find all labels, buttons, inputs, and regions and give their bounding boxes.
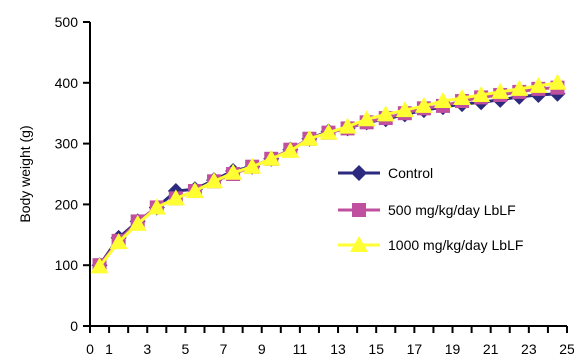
legend-swatch-marker (350, 236, 368, 252)
x-tick-label: 19 (445, 341, 461, 357)
y-tick-label: 100 (55, 257, 79, 273)
data-point (147, 198, 166, 215)
data-point (262, 149, 281, 166)
data-point (109, 233, 128, 250)
x-tick-label: 5 (182, 341, 190, 357)
legend-swatch-marker (351, 165, 367, 181)
data-point (90, 257, 109, 274)
y-tick-label: 400 (55, 75, 79, 91)
data-point (472, 85, 491, 102)
x-tick-label: 9 (258, 341, 266, 357)
data-point (395, 101, 414, 118)
x-tick-label: 21 (483, 341, 499, 357)
legend-item: 500 mg/kg/day LbLF (338, 202, 516, 218)
data-point (548, 73, 567, 90)
x-ticks: 0 1 3 5 7 9 11 13 15 17 19 21 23 25 (86, 326, 574, 357)
legend-item: 1000 mg/kg/day LbLF (338, 236, 523, 253)
y-axis-title: Body weight (g) (17, 125, 33, 222)
legend-item: Control (338, 165, 433, 181)
legend-label: Control (388, 165, 433, 181)
x-tick-label: 13 (330, 341, 346, 357)
x-tick-label: 25 (559, 341, 574, 357)
data-point (433, 92, 452, 109)
x-tick-label: 0 (86, 341, 94, 357)
y-tick-label: 0 (70, 318, 78, 334)
data-point (281, 141, 300, 158)
y-tick-label: 500 (55, 14, 79, 30)
legend: Control 500 mg/kg/day LbLF 1000 mg/kg/day … (338, 165, 523, 253)
data-point (166, 189, 185, 206)
data-point (414, 96, 433, 113)
data-point (205, 172, 224, 189)
axes (89, 22, 567, 327)
data-point (224, 163, 243, 180)
data-point (510, 79, 529, 96)
y-tick-label: 300 (55, 136, 79, 152)
data-point (128, 214, 147, 231)
data-point (491, 82, 510, 99)
y-ticks: 0 100 200 300 400 500 (55, 14, 90, 334)
data-point (338, 117, 357, 134)
x-tick-label: 7 (220, 341, 228, 357)
x-tick-label: 23 (521, 341, 537, 357)
data-point (243, 157, 262, 174)
x-tick-label: 17 (407, 341, 423, 357)
series-layer (90, 73, 567, 274)
data-point (357, 110, 376, 127)
data-point (529, 76, 548, 93)
x-tick-label: 1 (105, 341, 113, 357)
legend-label: 500 mg/kg/day LbLF (388, 202, 516, 218)
data-point (319, 123, 338, 140)
x-tick-label: 15 (368, 341, 384, 357)
data-point (185, 182, 204, 199)
x-tick-label: 11 (293, 341, 308, 357)
x-tick-label: 3 (143, 341, 151, 357)
legend-label: 1000 mg/kg/day LbLF (388, 237, 523, 253)
data-point (376, 105, 395, 122)
legend-swatch-marker (352, 203, 366, 217)
y-tick-label: 200 (55, 196, 79, 212)
series-3 (90, 73, 567, 274)
data-point (453, 89, 472, 105)
data-point (300, 129, 319, 146)
